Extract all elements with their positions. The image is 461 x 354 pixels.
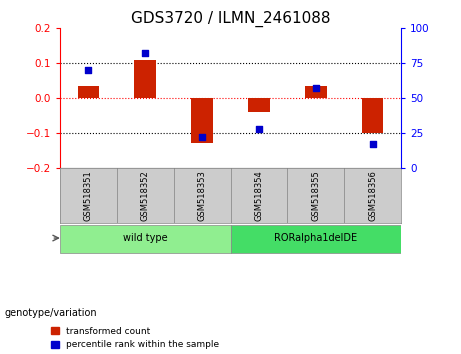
Bar bbox=[135, 60, 156, 98]
FancyBboxPatch shape bbox=[230, 225, 401, 253]
Text: GSM518355: GSM518355 bbox=[311, 170, 320, 221]
Point bbox=[369, 141, 376, 147]
Bar bbox=[305, 86, 326, 98]
Bar bbox=[362, 98, 384, 133]
Text: GSM518352: GSM518352 bbox=[141, 170, 150, 221]
Text: GSM518354: GSM518354 bbox=[254, 170, 263, 221]
Bar bbox=[191, 98, 213, 143]
Text: RORalpha1delDE: RORalpha1delDE bbox=[274, 233, 357, 243]
Bar bbox=[77, 86, 99, 98]
Text: GSM518351: GSM518351 bbox=[84, 170, 93, 221]
Point bbox=[312, 85, 319, 91]
Text: genotype/variation: genotype/variation bbox=[5, 308, 97, 318]
Point bbox=[85, 67, 92, 73]
FancyBboxPatch shape bbox=[60, 225, 230, 253]
Text: GSM518353: GSM518353 bbox=[198, 170, 207, 221]
Legend: transformed count, percentile rank within the sample: transformed count, percentile rank withi… bbox=[51, 327, 219, 349]
Point bbox=[142, 51, 149, 56]
Text: wild type: wild type bbox=[123, 233, 167, 243]
Bar bbox=[248, 98, 270, 112]
Text: GSM518356: GSM518356 bbox=[368, 170, 377, 221]
Point bbox=[198, 134, 206, 140]
Point bbox=[255, 126, 263, 132]
Title: GDS3720 / ILMN_2461088: GDS3720 / ILMN_2461088 bbox=[131, 11, 330, 27]
